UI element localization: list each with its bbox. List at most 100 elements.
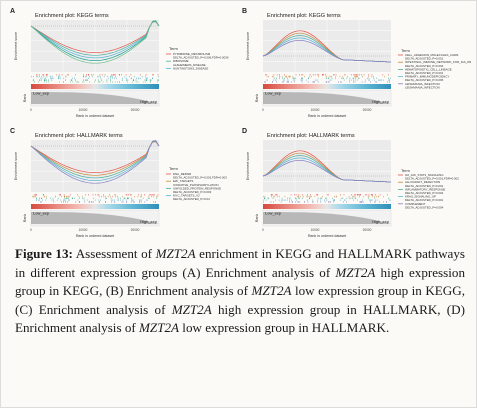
gene-name: MZT2A xyxy=(139,320,180,336)
es-curve xyxy=(262,160,392,183)
panel-b-gsea-plot: B Enrichment plot: KEGG terms Enrichment s… xyxy=(242,8,471,118)
es-curve xyxy=(30,140,160,181)
rank-metric-area xyxy=(31,212,159,224)
gene-name: MZT2A xyxy=(171,301,212,317)
panel-c: C Enrichment plot: HALLMARK terms Enrichme… xyxy=(9,126,239,243)
high-exp-label: High_exp xyxy=(372,99,390,104)
panel-b: B Enrichment plot: KEGG terms Enrichment s… xyxy=(241,6,471,123)
es-curve xyxy=(30,20,160,59)
low-exp-label: Low_exp xyxy=(265,211,282,216)
legend-entry: PRIMARY_IMMUNODEFICIENCY xyxy=(405,75,449,79)
rank-color-bar xyxy=(263,204,391,209)
x-tick-label: 20000 xyxy=(131,228,140,232)
panel-d: D Enrichment plot: HALLMARK terms Enrichme… xyxy=(241,126,471,243)
rank-color-bar xyxy=(263,84,391,89)
gene-name: MZT2A xyxy=(251,283,292,299)
x-axis-label: Rank in ordered dataset xyxy=(76,234,114,238)
legend-entry: HUNTINGTONS_DISEASE xyxy=(173,66,208,70)
panel-letter: A xyxy=(10,8,15,15)
x-axis-label: Rank in ordered dataset xyxy=(76,114,114,118)
legend-entry: UNFOLDED_PROTEIN_RESPONSE xyxy=(173,186,221,190)
legend-entry: DELTA_ADJUSTED_P=0.004 xyxy=(405,191,444,195)
legend-entry: COMPLEMENT xyxy=(405,202,426,206)
x-tick-label: 20000 xyxy=(131,108,140,112)
legend-entry: DELTA_ADJUSTED_P=0.003 xyxy=(173,190,212,194)
x-tick-label: 10000 xyxy=(79,228,88,232)
x-tick-label: 20000 xyxy=(363,228,372,232)
legend-entry: DELTA_ADJUSTED_P=0.004 xyxy=(405,64,444,68)
es-curve xyxy=(30,140,160,184)
high-exp-label: High_exp xyxy=(372,219,390,224)
x-tick-label: 10000 xyxy=(311,108,320,112)
legend-entry: KRAS_SIGNALING_UP xyxy=(405,195,436,199)
low-exp-label: Low_exp xyxy=(33,91,50,96)
legend-entry: DELTA_ADJUSTED_P=0.001 xyxy=(405,71,444,75)
legend-entry: DNA_REPAIR xyxy=(173,172,191,176)
x-tick-label: 10000 xyxy=(79,108,88,112)
legend-entry: DELTA_ADJUSTED_P=0.005 xyxy=(405,78,444,82)
caption-text: Assessment of xyxy=(72,246,156,261)
legend-entry: DELTA_ADJUSTED_P=0.04 xyxy=(173,197,210,201)
panel-title: Enrichment plot: HALLMARK terms xyxy=(267,133,355,139)
legend-entry: DELTA_ADJUSTED_P=0.001 xyxy=(405,184,444,188)
panel-c-gsea-plot: C Enrichment plot: HALLMARK terms Enrichme… xyxy=(10,128,227,238)
legend-entry: INTESTINAL_IMMUNE_NETWORK_FOR_IGA_PRODUC… xyxy=(405,60,471,64)
es-curve xyxy=(30,20,160,64)
legend-entry: PYRIMIDINE_METABOLISM xyxy=(173,52,211,56)
caption-text: high expression group in HALLMARK, (D) E… xyxy=(15,301,465,336)
high-exp-label: High_exp xyxy=(140,219,158,224)
panel-letter: C xyxy=(10,128,15,135)
es-curve xyxy=(30,141,160,173)
panel-a: A Enrichment plot: KEGG terms Enrichment s… xyxy=(9,6,239,123)
legend-entry: LEISHMANIA_INFECTION xyxy=(405,82,440,86)
panel-title: Enrichment plot: HALLMARK terms xyxy=(35,133,123,139)
x-tick-label: 0 xyxy=(262,228,264,232)
y-axis-label: Enrichment score xyxy=(246,32,250,60)
rank-color-bar xyxy=(31,84,159,89)
es-curve xyxy=(30,20,160,61)
es-curve xyxy=(30,21,160,56)
x-tick-label: 20000 xyxy=(363,108,372,112)
rank-axis-label: Rank xyxy=(23,94,27,103)
legend-entry: ALLOGRAFT_REJECTION xyxy=(405,180,440,184)
y-axis-label: Enrichment score xyxy=(14,32,18,60)
legend-title: Term xyxy=(401,48,411,53)
es-curve xyxy=(30,141,160,176)
low-exp-label: Low_exp xyxy=(33,211,50,216)
caption-text: enrichment in KEGG and HALLMARK pathways… xyxy=(15,246,465,280)
legend-entry: DELTA_ADJUSTED_P=0.001,FDR=0.002 xyxy=(405,177,459,181)
panel-a-gsea-plot: A Enrichment plot: KEGG terms Enrichment s… xyxy=(10,8,229,118)
legend-entry: INFLAMMATORY_RESPONSE xyxy=(405,187,445,191)
legend-entry: DELTA_ADJUSTED_P=0.004 xyxy=(405,205,444,209)
legend-entry: HEMATOPOIETIC_CELL_LINEAGE xyxy=(405,67,452,71)
x-tick-label: 0 xyxy=(30,228,32,232)
low-exp-label: Low_exp xyxy=(265,91,282,96)
panel-letter: D xyxy=(242,128,247,135)
panel-title: Enrichment plot: KEGG terms xyxy=(267,13,341,19)
legend-entry: IL6_JAK_STAT3_SIGNALING xyxy=(405,173,444,177)
panel-letter: B xyxy=(242,8,247,15)
gene-name: MZT2A xyxy=(335,264,376,280)
legend-entry: DELTA_ADJUSTED_P=0.001 xyxy=(405,198,444,202)
legend-title: Term xyxy=(169,166,179,171)
es-curve xyxy=(262,40,392,63)
legend-entry: DELTA_ADJUSTED_P=0.002,FDR=0.003 xyxy=(173,176,227,180)
figure-label: Figure 13: xyxy=(15,246,73,261)
legend-entry: CELL_ADHESION_MOLECULES_CAMS xyxy=(405,53,458,57)
rank-axis-label: Rank xyxy=(255,94,259,103)
legend-entry: LEISHMANIA_INFECTION xyxy=(405,85,440,89)
es-curve xyxy=(30,140,160,179)
panel-title: Enrichment plot: KEGG terms xyxy=(35,13,109,19)
rank-axis-label: Rank xyxy=(23,214,27,223)
legend-entry: MYC_TARGETS_V2 xyxy=(173,194,200,198)
rank-metric-area xyxy=(31,92,159,104)
caption-text: low expression group in HALLMARK. xyxy=(179,320,390,336)
legend-title: Term xyxy=(169,46,179,51)
caption-text: low expression group in KEGG, (C) Enrich… xyxy=(15,283,465,317)
legend-entry: DELTA_ADJUSTED_P=0.001 xyxy=(405,57,444,61)
legend-entry: ALZHEIMERS_DISEASE xyxy=(173,63,206,67)
x-tick-label: 0 xyxy=(30,108,32,112)
x-tick-label: 0 xyxy=(262,108,264,112)
x-axis-label: Rank in ordered dataset xyxy=(308,114,346,118)
